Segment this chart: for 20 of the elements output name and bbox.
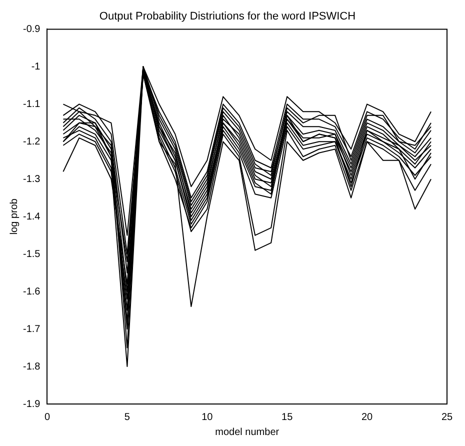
y-tick-label: -0.9 xyxy=(22,24,41,35)
y-tick-label: -1.7 xyxy=(22,324,41,335)
y-tick-label: -1.2 xyxy=(22,136,41,148)
x-tick-label: 5 xyxy=(124,412,130,423)
x-tick-label: 15 xyxy=(282,412,294,423)
x-tick-label: 0 xyxy=(44,412,50,423)
x-axis-title: model number xyxy=(215,426,280,438)
y-tick-label: -1.8 xyxy=(22,361,41,372)
y-axis-title: log prob xyxy=(8,198,20,235)
x-tick-label: 20 xyxy=(361,412,374,423)
x-tick-label: 10 xyxy=(202,412,214,423)
y-tick-label: -1.3 xyxy=(22,174,41,185)
chart-title: Output Probability Distriutions for the word IPSWICH xyxy=(99,10,356,23)
y-tick-label: -1.9 xyxy=(22,398,41,410)
y-tick-label: -1 xyxy=(31,61,41,72)
y-tick-label: -1.5 xyxy=(22,248,41,260)
y-tick-label: -1.4 xyxy=(22,211,41,222)
y-tick-label: -1.6 xyxy=(22,286,41,298)
y-tick-label: -1.1 xyxy=(22,98,41,110)
x-tick-label: 25 xyxy=(441,412,453,423)
